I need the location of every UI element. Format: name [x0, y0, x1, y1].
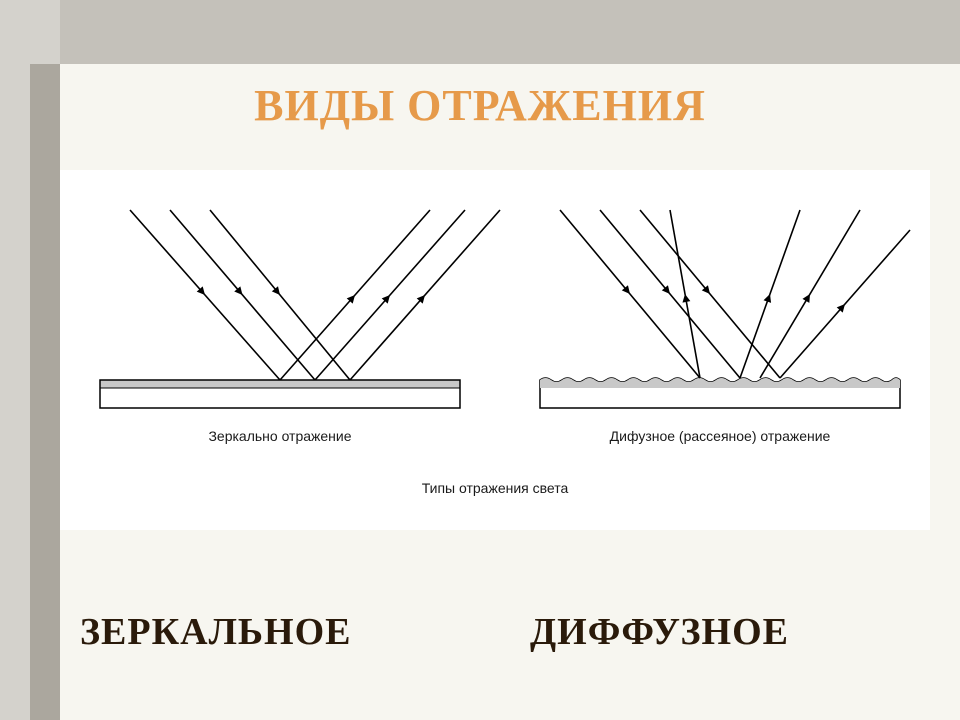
bg-accent-strip — [30, 64, 60, 720]
reflection-diagram — [60, 170, 930, 470]
bg-top-bar — [0, 0, 960, 64]
specular-caption: Зеркально отражение — [100, 428, 460, 444]
label-specular: ЗЕРКАЛЬНОЕ — [80, 610, 352, 654]
diffuse-caption: Дифузное (рассеяное) отражение — [540, 428, 900, 444]
diagram-panel: Зеркально отражение Дифузное (рассеяное)… — [60, 170, 930, 530]
page-title: ВИДЫ ОТРАЖЕНИЯ — [0, 80, 960, 131]
label-diffuse: ДИФФУЗНОЕ — [530, 610, 789, 654]
panel-caption: Типы отражения света — [60, 480, 930, 496]
